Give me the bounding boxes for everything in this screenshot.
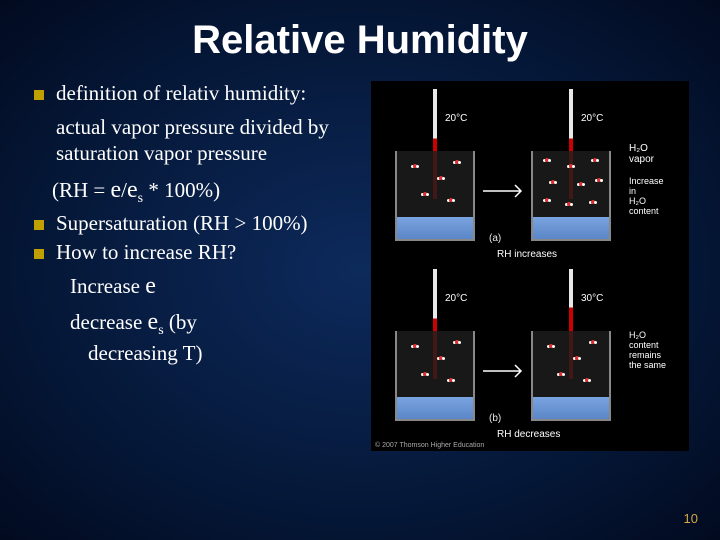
- molecule-icon: [453, 341, 461, 345]
- beaker-a-right: 20°C: [521, 111, 621, 241]
- temp-label: 20°C: [445, 293, 467, 304]
- decrease-e-var: e: [148, 309, 159, 335]
- decrease-tail: (by: [164, 310, 197, 334]
- side-label-increase: Increase in H₂O content: [629, 177, 664, 217]
- temp-label: 20°C: [445, 113, 467, 124]
- beaker-body: [531, 331, 611, 421]
- slide-title: Relative Humidity: [0, 0, 720, 63]
- formula-es-e: e: [127, 177, 138, 203]
- increase-word: Increase: [70, 274, 145, 298]
- diagram-column: 20°C 20°C H₂O vapor Increase in H: [371, 81, 698, 451]
- rh-decreases-label: RH decreases: [497, 429, 560, 440]
- side-label-same: H₂O content remains the same: [629, 331, 666, 371]
- bullet-item: definition of relativ humidity:: [34, 81, 361, 106]
- molecule-icon: [565, 203, 573, 207]
- side-label-h2o-vapor: H₂O vapor: [629, 143, 654, 165]
- bullet-text: How to increase RH?: [56, 240, 236, 265]
- bullet-icon: [34, 90, 44, 100]
- bullet-item: How to increase RH?: [34, 240, 361, 265]
- decrease-es-line: decrease es (by: [70, 307, 361, 340]
- text-column: definition of relativ humidity: actual v…: [34, 81, 371, 451]
- beaker-body: [531, 151, 611, 241]
- decrease-word: decrease: [70, 310, 148, 334]
- humidity-diagram: 20°C 20°C H₂O vapor Increase in H: [371, 81, 689, 451]
- molecule-icon: [589, 341, 597, 345]
- page-number: 10: [684, 511, 698, 526]
- beaker-body: [395, 331, 475, 421]
- molecule-icon: [577, 183, 585, 187]
- molecule-icon: [421, 373, 429, 377]
- molecule-icon: [591, 159, 599, 163]
- molecule-icon: [557, 373, 565, 377]
- molecule-icon: [453, 161, 461, 165]
- beaker-b-left: 20°C: [385, 291, 485, 421]
- molecule-icon: [589, 201, 597, 205]
- molecule-icon: [411, 345, 419, 349]
- bullet-icon: [34, 220, 44, 230]
- molecule-icon: [549, 181, 557, 185]
- temp-label: 20°C: [581, 113, 603, 124]
- formula-suffix: * 100%): [143, 178, 220, 202]
- bullet-text: Supersaturation (RH > 100%): [56, 211, 308, 236]
- increase-e-line: Increase e: [70, 271, 361, 301]
- definition-subtext: actual vapor pressure divided by saturat…: [56, 114, 361, 167]
- molecule-icon: [411, 165, 419, 169]
- increase-e-var: e: [145, 273, 156, 299]
- content-row: definition of relativ humidity: actual v…: [0, 63, 720, 451]
- formula-line: (RH = e/es * 100%): [52, 177, 361, 207]
- panel-letter-b: (b): [489, 413, 501, 424]
- molecule-icon: [567, 165, 575, 169]
- molecule-icon: [447, 199, 455, 203]
- molecule-icon: [595, 179, 603, 183]
- molecule-icon: [583, 379, 591, 383]
- formula-prefix: (RH =: [52, 178, 111, 202]
- rh-increases-label: RH increases: [497, 249, 557, 260]
- panel-letter-a: (a): [489, 233, 501, 244]
- molecule-icon: [543, 159, 551, 163]
- bullet-text: definition of relativ humidity:: [56, 81, 306, 106]
- bullet-icon: [34, 249, 44, 259]
- molecule-icon: [573, 357, 581, 361]
- beaker-body: [395, 151, 475, 241]
- decrease-T-line: decreasing T): [88, 341, 361, 366]
- bullet-item: Supersaturation (RH > 100%): [34, 211, 361, 236]
- beaker-b-right: 30°C: [521, 291, 621, 421]
- arrow-right-icon: [481, 361, 531, 381]
- molecule-icon: [437, 177, 445, 181]
- beaker-a-left: 20°C: [385, 111, 485, 241]
- molecule-icon: [547, 345, 555, 349]
- molecule-icon: [437, 357, 445, 361]
- copyright-text: © 2007 Thomson Higher Education: [375, 442, 484, 449]
- arrow-right-icon: [481, 181, 531, 201]
- molecule-icon: [421, 193, 429, 197]
- molecule-icon: [543, 199, 551, 203]
- formula-e: e: [111, 177, 122, 203]
- molecule-icon: [447, 379, 455, 383]
- temp-label: 30°C: [581, 293, 603, 304]
